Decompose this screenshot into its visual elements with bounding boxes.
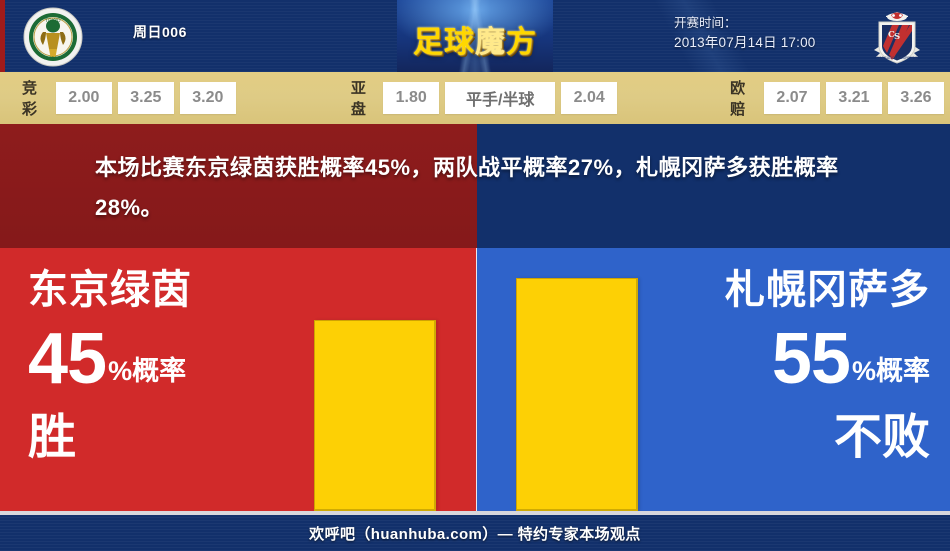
odds-cell-oupei-1[interactable]: 2.07: [764, 82, 820, 114]
footer-text: 欢呼吧（huanhuba.com）— 特约专家本场观点: [309, 525, 641, 543]
kickoff-block: 开赛时间： 2013年07月14日 17:00: [674, 14, 816, 52]
odds-label-jingcai: 竞彩: [22, 80, 39, 118]
logo-text-part1: 足球: [413, 25, 475, 60]
svg-text:S: S: [894, 32, 900, 42]
home-team-name: 东京绿茵: [28, 268, 192, 312]
consadole-sapporo-crest-icon: C S CONSADOLE SAPPORO: [874, 12, 920, 64]
odds-group-oupei: 欧赔 2.07 3.21 3.26: [730, 77, 950, 119]
logo-text-highlight: 魔: [475, 25, 506, 60]
svg-text:C: C: [888, 30, 895, 40]
home-percent-row: 45 %概率: [28, 319, 187, 399]
odds-label-oupei: 欧赔: [730, 80, 747, 118]
home-result-label: 胜: [28, 411, 77, 464]
away-team-name: 札幌冈萨多: [725, 268, 930, 312]
panel-divider: [476, 248, 477, 511]
odds-cell-oupei-3[interactable]: 3.26: [888, 82, 944, 114]
home-percent-value: 45: [28, 319, 107, 399]
away-percent-suffix: %概率: [851, 356, 930, 386]
kickoff-label: 开赛时间：: [674, 16, 737, 30]
odds-cell-jingcai-1[interactable]: 2.00: [55, 82, 112, 114]
odds-bar: 竞彩 2.00 3.25 3.20 亚盘 1.80 平手/半球 2.04 欧赔 …: [0, 72, 950, 124]
odds-cell-yapan-1[interactable]: 1.80: [383, 82, 440, 114]
round-label: 周日006: [133, 24, 187, 40]
away-percent-row: 55 %概率: [771, 319, 930, 399]
probability-panels: 东京绿茵 45 %概率 胜 札幌冈萨多 55 %概率 不败: [0, 248, 950, 511]
odds-group-jingcai: 竞彩 2.00 3.25 3.20: [22, 77, 242, 119]
odds-cell-yapan-handicap[interactable]: 平手/半球: [445, 82, 556, 114]
header-bar: TOKYO VERDY 周日006 足球魔方 开赛时间： 2013年07月14日…: [0, 0, 950, 72]
svg-text:VERDY: VERDY: [45, 56, 60, 62]
footer-bar: 欢呼吧（huanhuba.com）— 特约专家本场观点: [0, 515, 950, 551]
logo-text-part2: 方: [506, 25, 537, 60]
away-result-label: 不败: [833, 411, 930, 464]
footer-divider: [0, 511, 950, 515]
comment-text: 本场比赛东京绿茵获胜概率45%，两队战平概率27%，札幌冈萨多获胜概率28%。: [95, 155, 839, 220]
comment-band-home-half: [0, 124, 477, 248]
svg-text:TOKYO: TOKYO: [44, 18, 61, 24]
kickoff-value: 2013年07月14日 17:00: [674, 35, 816, 50]
logo-text: 足球魔方: [397, 17, 553, 61]
tokyo-verdy-crest-icon: TOKYO VERDY: [23, 7, 83, 67]
home-percent-suffix: %概率: [108, 356, 187, 386]
footer-scanline-texture: [0, 515, 950, 551]
odds-cell-yapan-2[interactable]: 2.04: [561, 82, 618, 114]
odds-cell-oupei-2[interactable]: 3.21: [826, 82, 882, 114]
odds-cell-jingcai-2[interactable]: 3.25: [117, 82, 174, 114]
header-left-red-edge: [0, 0, 5, 72]
away-probability-bar: [516, 278, 638, 511]
site-logo[interactable]: 足球魔方: [397, 0, 553, 72]
logo-light-beams: [397, 0, 553, 72]
comment-band: 本场比赛东京绿茵获胜概率45%，两队战平概率27%，札幌冈萨多获胜概率28%。: [0, 124, 950, 248]
odds-label-yapan: 亚盘: [350, 80, 367, 118]
odds-group-yapan: 亚盘 1.80 平手/半球 2.04: [351, 77, 623, 119]
svg-text:CONSADOLE SAPPORO: CONSADOLE SAPPORO: [876, 56, 917, 60]
home-probability-bar: [314, 320, 436, 511]
away-percent-value: 55: [771, 319, 851, 399]
odds-cell-jingcai-3[interactable]: 3.20: [179, 82, 236, 114]
